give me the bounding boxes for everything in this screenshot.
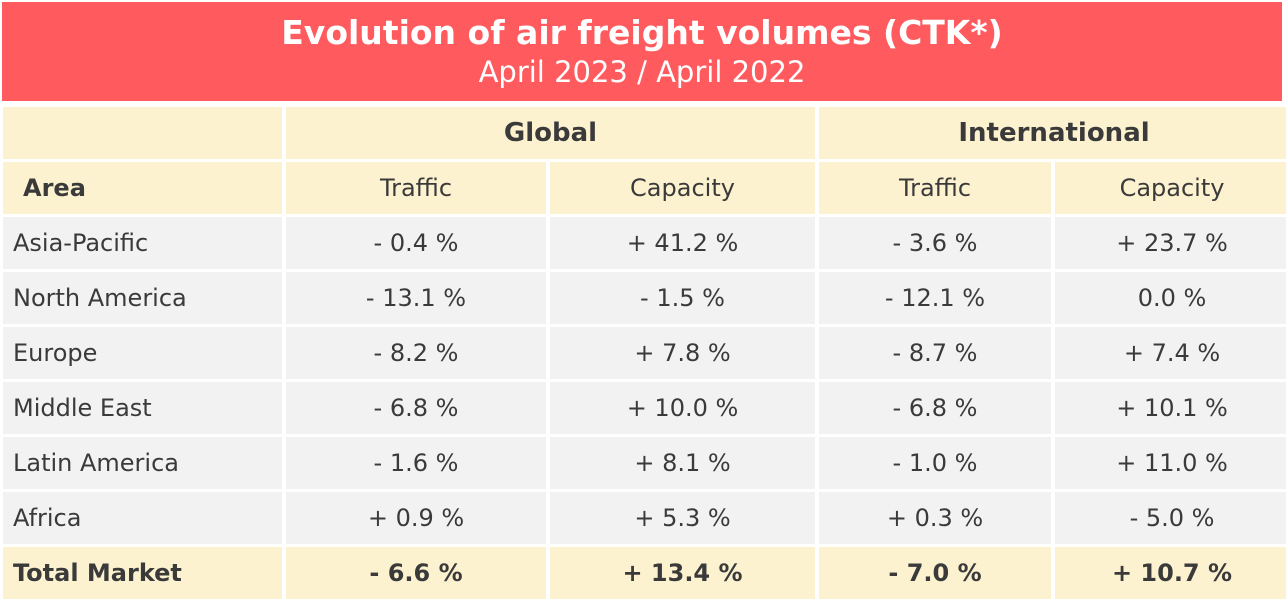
title-banner: Evolution of air freight volumes (CTK*) … — [2, 2, 1282, 101]
international-traffic-cell: - 3.6 % — [819, 217, 1051, 269]
global-capacity-cell: + 5.3 % — [550, 492, 815, 544]
global-traffic-cell: + 0.9 % — [286, 492, 546, 544]
group-header-row: Global International — [3, 107, 1286, 159]
table-row: North America - 13.1 % - 1.5 % - 12.1 % … — [3, 272, 1286, 324]
international-capacity-cell: 0.0 % — [1055, 272, 1286, 324]
area-cell: Asia-Pacific — [3, 217, 282, 269]
international-traffic-cell: - 12.1 % — [819, 272, 1051, 324]
global-capacity-cell: + 10.0 % — [550, 382, 815, 434]
column-header-international-traffic: Traffic — [819, 162, 1051, 214]
column-header-global-capacity: Capacity — [550, 162, 815, 214]
global-traffic-cell: - 6.8 % — [286, 382, 546, 434]
area-cell: Europe — [3, 327, 282, 379]
international-capacity-cell: - 5.0 % — [1055, 492, 1286, 544]
column-header-global-traffic: Traffic — [286, 162, 546, 214]
empty-header-cell — [3, 107, 282, 159]
international-capacity-cell: + 23.7 % — [1055, 217, 1286, 269]
international-capacity-cell: + 10.1 % — [1055, 382, 1286, 434]
freight-table: Global International Area Traffic Capaci… — [0, 104, 1286, 602]
total-row: Total Market - 6.6 % + 13.4 % - 7.0 % + … — [3, 547, 1286, 599]
total-global-traffic-cell: - 6.6 % — [286, 547, 546, 599]
area-cell: Middle East — [3, 382, 282, 434]
global-capacity-cell: + 7.8 % — [550, 327, 815, 379]
area-cell: Latin America — [3, 437, 282, 489]
table-row: Europe - 8.2 % + 7.8 % - 8.7 % + 7.4 % — [3, 327, 1286, 379]
table-row: Africa + 0.9 % + 5.3 % + 0.3 % - 5.0 % — [3, 492, 1286, 544]
global-capacity-cell: + 8.1 % — [550, 437, 815, 489]
international-traffic-cell: + 0.3 % — [819, 492, 1051, 544]
group-header-global: Global — [286, 107, 815, 159]
area-header: Area — [3, 162, 282, 214]
total-global-capacity-cell: + 13.4 % — [550, 547, 815, 599]
total-international-traffic-cell: - 7.0 % — [819, 547, 1051, 599]
table-subtitle: April 2023 / April 2022 — [478, 54, 806, 89]
international-traffic-cell: - 8.7 % — [819, 327, 1051, 379]
international-capacity-cell: + 7.4 % — [1055, 327, 1286, 379]
global-capacity-cell: - 1.5 % — [550, 272, 815, 324]
total-international-capacity-cell: + 10.7 % — [1055, 547, 1286, 599]
column-header-international-capacity: Capacity — [1055, 162, 1286, 214]
table-row: Latin America - 1.6 % + 8.1 % - 1.0 % + … — [3, 437, 1286, 489]
global-traffic-cell: - 8.2 % — [286, 327, 546, 379]
global-traffic-cell: - 1.6 % — [286, 437, 546, 489]
international-capacity-cell: + 11.0 % — [1055, 437, 1286, 489]
table-title: Evolution of air freight volumes (CTK*) — [281, 12, 1003, 52]
international-traffic-cell: - 6.8 % — [819, 382, 1051, 434]
area-cell: North America — [3, 272, 282, 324]
total-area-cell: Total Market — [3, 547, 282, 599]
global-traffic-cell: - 13.1 % — [286, 272, 546, 324]
global-capacity-cell: + 41.2 % — [550, 217, 815, 269]
table-row: Asia-Pacific - 0.4 % + 41.2 % - 3.6 % + … — [3, 217, 1286, 269]
group-header-international: International — [819, 107, 1286, 159]
area-cell: Africa — [3, 492, 282, 544]
column-header-row: Area Traffic Capacity Traffic Capacity — [3, 162, 1286, 214]
table-row: Middle East - 6.8 % + 10.0 % - 6.8 % + 1… — [3, 382, 1286, 434]
international-traffic-cell: - 1.0 % — [819, 437, 1051, 489]
global-traffic-cell: - 0.4 % — [286, 217, 546, 269]
